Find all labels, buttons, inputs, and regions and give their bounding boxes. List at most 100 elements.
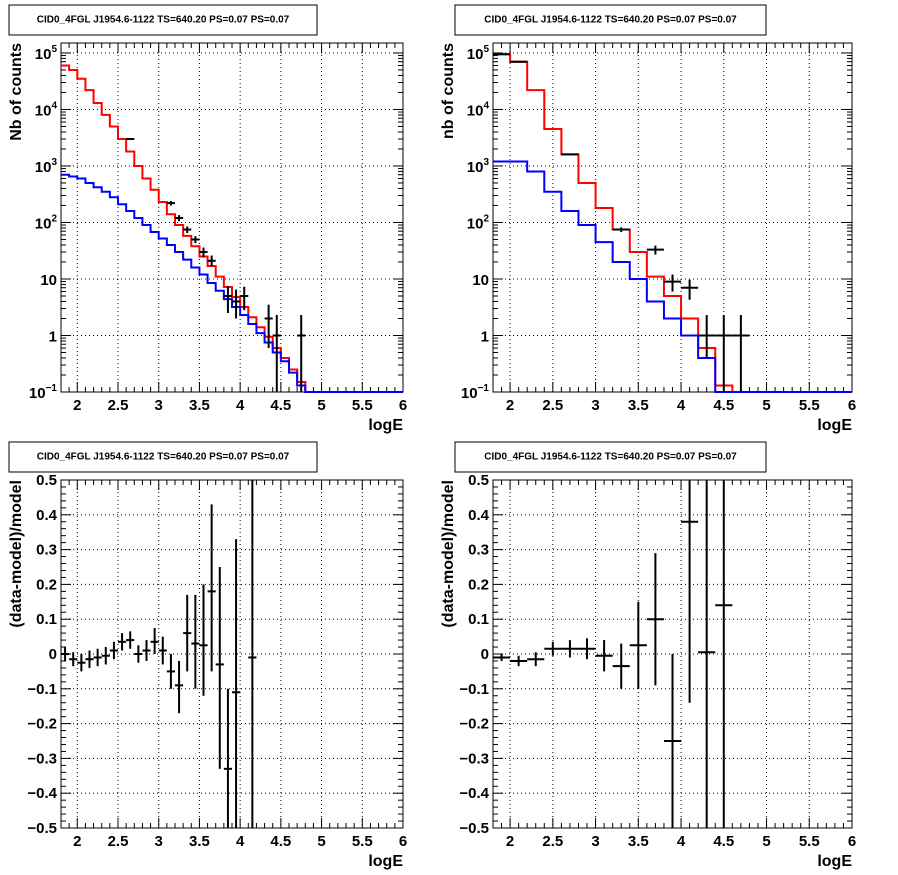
x-tick-label: 4.5 [713,397,734,414]
data-point [118,633,127,651]
data-point [510,60,528,63]
panel-top-right: CID0_4FGL J1954.6-1122 TS=640.20 PS=0.07… [440,4,856,434]
x-tick-label: 3 [155,833,163,850]
x-tick-label: 3.5 [189,833,210,850]
x-tick-label: 2.5 [108,397,129,414]
x-tick-label: 5 [762,833,770,850]
y-tick-label: −0.2 [27,716,57,733]
y-tick-label: −0.3 [27,750,57,767]
y-tick-label: 10 [472,272,489,289]
data-point [77,654,86,672]
y-tick-label: −0.5 [459,820,489,837]
y-tick-label: 105 [35,44,58,63]
panel-bottom-right: CID0_4FGL J1954.6-1122 TS=640.20 PS=0.07… [440,441,856,870]
x-tick-label: 5 [317,833,325,850]
data-point [493,654,511,661]
data-point [544,641,562,656]
x-tick-label: 3.5 [189,397,210,414]
data-point [93,648,102,667]
y-tick-label: 102 [467,213,490,232]
x-tick-label: 2.5 [108,833,129,850]
data-point [629,601,647,689]
x-tick-label: 3.5 [628,833,649,850]
chart-title: CID0_4FGL J1954.6-1122 TS=640.20 PS=0.07… [484,452,737,463]
y-tick-label: −0.5 [27,820,57,837]
x-tick-label: 4.5 [270,833,291,850]
y-tick-label: 0.3 [36,542,57,559]
model-total-histogram [61,64,403,393]
x-tick-label: 2 [506,833,514,850]
y-axis-label: (data-model)/model [440,480,457,628]
data-point [561,153,579,156]
y-tick-label: 0.2 [468,576,489,593]
data-point [297,315,306,392]
data-point [698,480,716,828]
y-tick-label: −0.2 [459,716,489,733]
y-tick-label: −0.1 [27,681,57,698]
y-tick-label: 104 [35,100,58,119]
y-tick-label: 0.1 [36,611,57,628]
x-tick-label: 6 [399,397,407,414]
data-point [126,138,135,141]
y-axis-label: (data-model)/model [8,480,25,628]
data-point [175,660,184,714]
data-point [663,274,682,292]
data-point [715,315,733,392]
data-point [681,279,699,300]
model-total-histogram [493,53,852,393]
data-point [85,650,94,668]
data-point [101,647,110,665]
panel-top-left: CID0_4FGL J1954.6-1122 TS=640.20 PS=0.07… [8,4,407,434]
y-tick-label: 1 [49,328,57,345]
panel-bottom-left: CID0_4FGL J1954.6-1122 TS=640.20 PS=0.07… [8,441,407,870]
x-axis-label: logE [368,853,403,870]
data-point [715,480,733,828]
chart-title: CID0_4FGL J1954.6-1122 TS=640.20 PS=0.07… [37,15,290,26]
plot-area: 2 2.5 3 3.5 4 4.5 5 5.5 6 0.5 0.4 0.3 0.2 0.1 0 −0.1 −0.… [459,472,856,850]
x-tick-label: 4 [236,397,245,414]
title-box [454,441,767,473]
data-point [150,627,159,654]
x-tick-label: 4.5 [270,397,291,414]
x-tick-label: 6 [848,833,856,850]
data-point [142,640,151,661]
data-point [681,480,699,703]
data-point [527,652,545,667]
data-point [612,643,630,689]
model-component-histogram [493,160,852,393]
data-point [183,226,192,234]
data-point [646,245,664,255]
x-tick-label: 2.5 [542,833,563,850]
y-axis-label: nb of counts [440,43,457,139]
data-point [561,640,579,658]
plot-frame [60,42,404,393]
data-point [646,553,664,686]
x-tick-label: 5.5 [352,833,373,850]
x-tick-label: 5.5 [799,833,820,850]
x-tick-label: 5.5 [352,397,373,414]
data-point [61,647,70,661]
x-tick-label: 5 [762,397,770,414]
title-box [8,4,318,36]
x-tick-label: 4 [677,833,686,850]
y-tick-label: 10 [40,272,57,289]
data-point [175,215,184,222]
y-axis-label: Nb of counts [8,43,25,141]
y-tick-label: 105 [467,44,490,63]
data-point [191,594,200,689]
title-box [454,4,767,36]
y-tick-label: 0 [49,646,57,663]
data-point [663,654,682,828]
plot-frame [60,479,404,829]
data-point [732,315,750,392]
data-point [199,584,208,696]
y-tick-label: 0.3 [468,542,489,559]
y-tick-label: 0.2 [36,576,57,593]
y-tick-label: −0.4 [27,785,57,802]
model-component-histogram [61,173,403,393]
x-tick-label: 2 [73,833,81,850]
data-point [578,638,596,660]
y-tick-label: 0 [481,646,489,663]
y-tick-label: 0.4 [468,507,490,524]
data-point [183,594,192,672]
